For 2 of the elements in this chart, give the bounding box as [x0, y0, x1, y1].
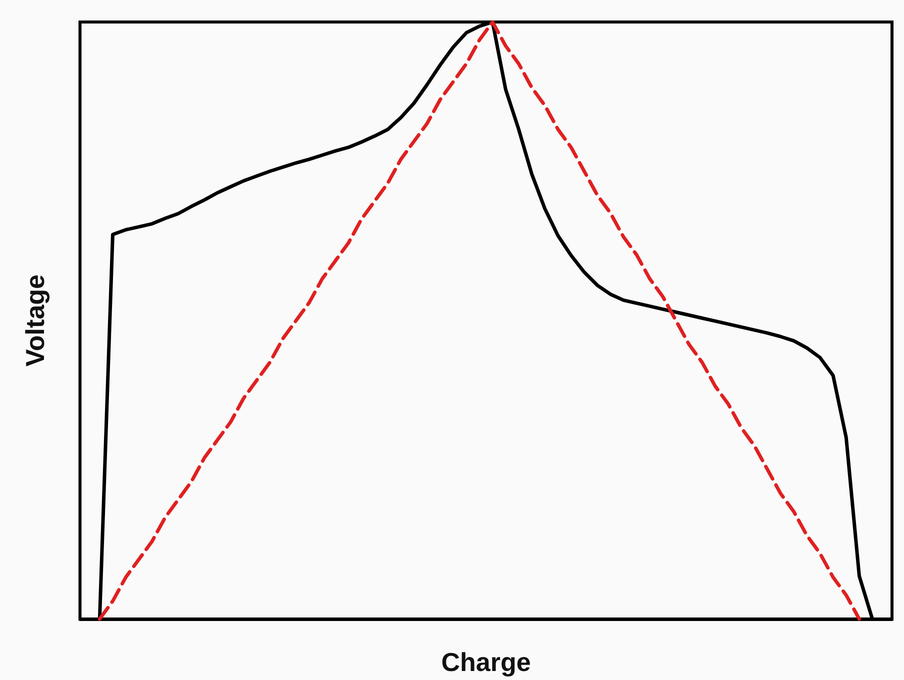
y-axis-title: Voltage — [20, 274, 50, 366]
x-axis-title: Charge — [441, 647, 531, 677]
